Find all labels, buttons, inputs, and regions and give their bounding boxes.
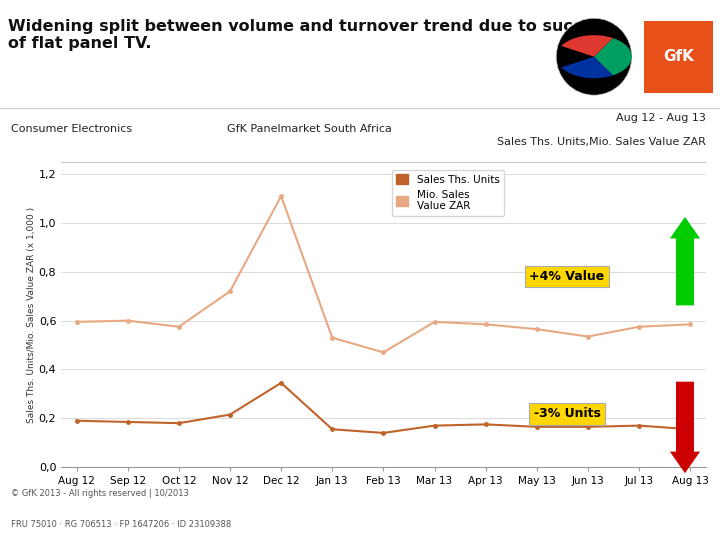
Legend: Sales Ths. Units, Mio. Sales
Value ZAR: Sales Ths. Units, Mio. Sales Value ZAR	[392, 170, 504, 215]
Ellipse shape	[557, 18, 632, 95]
Text: Aug 12 - Aug 13: Aug 12 - Aug 13	[616, 113, 706, 123]
Text: FRU 75010 · RG 706513 · FP 1647206 · ID 23109388: FRU 75010 · RG 706513 · FP 1647206 · ID …	[11, 519, 231, 529]
Text: GfK: GfK	[663, 49, 694, 64]
Text: -3% Units: -3% Units	[534, 407, 600, 420]
Text: Sales Ths. Units,Mio. Sales Value ZAR: Sales Ths. Units,Mio. Sales Value ZAR	[497, 137, 706, 147]
Text: © GfK 2013 - All rights reserved | 10/2013: © GfK 2013 - All rights reserved | 10/20…	[11, 489, 189, 498]
Wedge shape	[562, 57, 613, 78]
Y-axis label: Sales Ths. Units/Mio. Sales Value ZAR (x 1,000 ): Sales Ths. Units/Mio. Sales Value ZAR (x…	[27, 206, 36, 423]
Text: Widening split between volume and turnover trend due to success
of flat panel TV: Widening split between volume and turnov…	[8, 18, 613, 51]
Wedge shape	[562, 35, 613, 57]
Text: +4% Value: +4% Value	[529, 270, 605, 283]
Wedge shape	[594, 38, 632, 76]
Bar	[644, 21, 713, 93]
Text: GfK Panelmarket South Africa: GfK Panelmarket South Africa	[228, 124, 392, 134]
Text: Consumer Electronics: Consumer Electronics	[11, 124, 132, 134]
